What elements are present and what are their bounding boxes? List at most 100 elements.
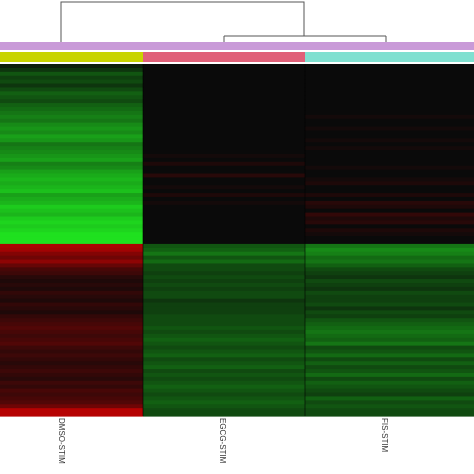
- heatmap-cell: [143, 220, 305, 225]
- heatmap-cell: [143, 130, 305, 135]
- heatmap-cell: [0, 79, 143, 85]
- heatmap-cell: [305, 271, 474, 276]
- heatmap-cell: [143, 138, 305, 143]
- heatmap-cell: [305, 412, 474, 417]
- heatmap-cell: [0, 181, 143, 186]
- group-bar-0: [0, 52, 143, 62]
- heatmap-cell: [0, 388, 143, 394]
- heatmap-cell: [0, 251, 143, 257]
- heatmap-cell: [0, 87, 143, 92]
- heatmap-cell: [143, 110, 305, 116]
- heatmap-cell: [143, 177, 305, 182]
- heatmap-cell: [305, 294, 474, 300]
- heatmap-cell: [0, 318, 143, 323]
- heatmap-cell: [143, 107, 305, 112]
- heatmap-cell: [143, 181, 305, 186]
- heatmap-cell: [143, 114, 305, 120]
- heatmap-cell: [0, 392, 143, 398]
- heatmap-cell: [305, 392, 474, 398]
- heatmap-cell: [0, 275, 143, 280]
- heatmap-cell: [0, 220, 143, 225]
- column-label-fis: FIS-STIM: [380, 418, 389, 453]
- heatmap-cell: [305, 196, 474, 202]
- column-label-egcg: EGCG-STIM: [218, 418, 227, 464]
- heatmap-cell: [143, 310, 305, 315]
- heatmap-cell: [305, 110, 474, 116]
- heatmap-cell: [143, 388, 305, 394]
- heatmap-cell: [305, 185, 474, 190]
- heatmap-cell: [305, 189, 474, 194]
- heatmap-cell: [0, 130, 143, 135]
- heatmap-cell: [0, 290, 143, 296]
- heatmap-cell: [0, 228, 143, 233]
- heatmap-cell: [305, 396, 474, 401]
- heatmap-cell: [305, 322, 474, 327]
- heatmap-cell: [143, 318, 305, 323]
- heatmap-cell: [305, 67, 474, 73]
- heatmap-cell: [305, 365, 474, 370]
- heatmap-cell: [143, 216, 305, 222]
- heatmap-cell: [305, 161, 474, 167]
- heatmap-cell: [305, 87, 474, 92]
- heatmap-cell: [305, 251, 474, 257]
- heatmap-cell: [0, 333, 143, 339]
- heatmap-cell: [0, 271, 143, 276]
- heatmap-cell: [305, 118, 474, 124]
- heatmap-cell: [143, 150, 305, 155]
- heatmap-cell: [305, 357, 474, 362]
- heatmap-cell: [0, 326, 143, 331]
- heatmap-cell: [143, 361, 305, 366]
- heatmap-cell: [305, 361, 474, 366]
- heatmap-cell: [143, 64, 305, 69]
- heatmap-cell: [0, 329, 143, 335]
- heatmap-cell: [0, 259, 143, 265]
- heatmap-cell: [143, 302, 305, 308]
- heatmap-cell: [0, 345, 143, 351]
- heatmap-cell: [143, 189, 305, 194]
- heatmap-cell: [143, 275, 305, 280]
- heatmap-cell: [143, 200, 305, 206]
- heatmap-cell: [305, 212, 474, 218]
- heatmap-cell: [143, 329, 305, 335]
- heatmap-cell: [305, 404, 474, 409]
- heatmap-cell: [305, 408, 474, 413]
- heatmap-cell: [0, 376, 143, 382]
- heatmap-cell: [143, 126, 305, 132]
- heatmap-cell: [305, 103, 474, 108]
- heatmap-cell: [0, 255, 143, 261]
- heatmap-cell: [305, 232, 474, 237]
- heatmap-cell: [305, 146, 474, 151]
- heatmap-cell: [0, 138, 143, 143]
- heatmap-cell: [305, 286, 474, 292]
- heatmap-cell: [0, 306, 143, 311]
- heatmap-cell: [143, 365, 305, 370]
- heatmap-cell: [305, 275, 474, 280]
- heatmap-cell: [305, 372, 474, 378]
- heatmap-cell: [143, 83, 305, 89]
- heatmap-cell: [305, 204, 474, 210]
- heatmap-cell: [0, 150, 143, 155]
- heatmap-cell: [0, 95, 143, 100]
- heatmap-cell: [305, 114, 474, 120]
- heatmap-cell: [305, 228, 474, 233]
- column-dendrogram: [60, 1, 387, 44]
- heatmap-cell: [0, 302, 143, 308]
- heatmap-cell: [305, 75, 474, 81]
- heatmap-cell: [305, 306, 474, 311]
- heatmap-cell: [143, 290, 305, 296]
- heatmap-cell: [0, 286, 143, 292]
- heatmap-cell: [305, 329, 474, 335]
- heatmap-cell: [143, 173, 305, 179]
- heatmap-cell: [305, 153, 474, 159]
- group-bar-1: [143, 52, 305, 62]
- heatmap-cell: [143, 103, 305, 108]
- heatmap-cell: [0, 193, 143, 198]
- heatmap-cell: [143, 91, 305, 96]
- heatmap-cell: [305, 259, 474, 265]
- heatmap-cell: [305, 255, 474, 261]
- heatmap-cell: [305, 337, 474, 343]
- heatmap-cell: [305, 240, 474, 245]
- heatmap-cell: [143, 294, 305, 300]
- heatmap-cell: [0, 107, 143, 112]
